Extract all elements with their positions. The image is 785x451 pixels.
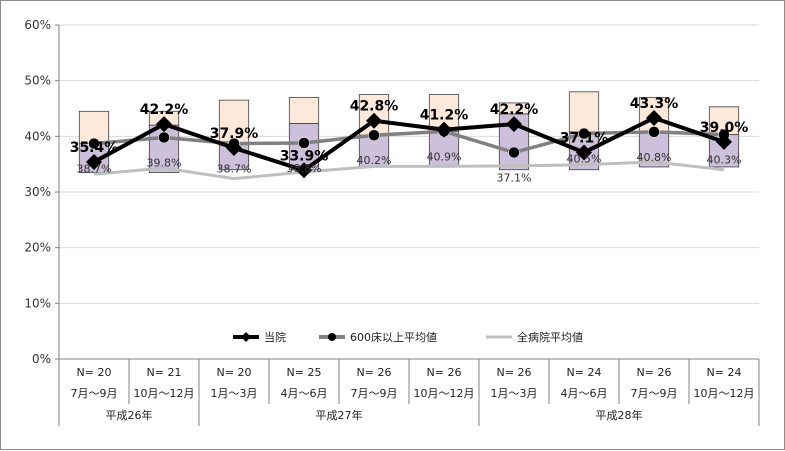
- x-category-period: 1月～3月: [491, 387, 538, 400]
- series-line-2: [93, 160, 725, 181]
- x-category-n: N= 26: [427, 366, 462, 379]
- x-category-period: 4月～6月: [281, 387, 328, 400]
- series-line-1: [93, 129, 725, 155]
- x-category-n: N= 26: [357, 366, 392, 379]
- data-point-tooin: [576, 144, 592, 161]
- data-point-600: [648, 126, 660, 138]
- range-box-upper: [288, 96, 320, 124]
- x-category-period: 7月～9月: [351, 387, 398, 400]
- data-label-tooin: 42.2%: [140, 102, 189, 118]
- x-year-label: 平成28年: [596, 408, 643, 422]
- data-point-tooin: [86, 153, 102, 170]
- data-label-tooin: 42.2%: [490, 102, 539, 118]
- legend-label-0: 当院: [264, 330, 286, 344]
- data-label-600: 38.8%: [287, 162, 322, 175]
- x-category-period: 10月～12月: [414, 387, 475, 400]
- range-box-upper: [568, 91, 600, 133]
- data-point-600: [158, 131, 170, 144]
- data-label-tooin: 42.8%: [350, 99, 399, 115]
- data-point-600: [508, 146, 520, 159]
- x-category-n: N= 20: [77, 366, 112, 379]
- data-point-tooin: [156, 116, 172, 133]
- data-point-600: [368, 129, 380, 141]
- series-line-0: [93, 115, 725, 173]
- legend-marker-circle: [328, 333, 336, 341]
- data-label-600: 40.8%: [637, 151, 672, 164]
- data-label-tooin: 37.9%: [210, 126, 259, 142]
- data-label-600: 40.9%: [427, 150, 462, 163]
- data-point-tooin: [506, 116, 522, 133]
- y-tick-label: 10%: [24, 296, 51, 310]
- x-category-period: 10月～12月: [694, 387, 755, 400]
- data-label-tooin: 37.1%: [560, 130, 609, 146]
- data-labels: 35.4% 38.7% 42.2% 39.8% 37.9% 38.7% 33.9%38.8%…: [70, 96, 749, 185]
- data-label-600: 40.3%: [707, 154, 742, 167]
- data-point-tooin: [436, 121, 452, 138]
- data-label-tooin: 41.2%: [420, 108, 469, 124]
- legend: 当院 600床以上平均値 全病院平均値: [233, 330, 583, 344]
- data-label-600: 37.1%: [497, 171, 532, 184]
- x-category-period: 7月～9月: [631, 387, 678, 400]
- data-point-tooin: [646, 109, 662, 126]
- data-point-tooin: [296, 162, 312, 179]
- y-tick-label: 40%: [24, 129, 51, 143]
- series-lines: [86, 109, 732, 181]
- data-label-600: 38.7%: [217, 163, 252, 176]
- data-label-tooin: 33.9%: [280, 148, 329, 164]
- y-tick-label: 50%: [24, 74, 51, 88]
- x-category-n: N= 24: [567, 366, 602, 379]
- x-category-period: 10月～12月: [134, 387, 195, 400]
- x-category-n: N= 26: [497, 366, 532, 379]
- data-point-tooin: [366, 112, 382, 129]
- range-box-upper: [218, 99, 250, 144]
- data-label-tooin: 35.4%: [70, 140, 119, 156]
- gridlines: [59, 24, 759, 360]
- data-label-tooin: 43.3%: [630, 96, 679, 112]
- data-point-600: [88, 137, 100, 150]
- x-axis: 平成26年 平成27年 平成28年 N= 20 7月～9月 N= 21 10月～12月 N= …: [58, 358, 760, 426]
- data-point-tooin: [716, 133, 732, 150]
- y-tick-label: 60%: [24, 18, 51, 32]
- x-category-n: N= 25: [287, 366, 322, 379]
- x-category-period: 1月～3月: [211, 387, 258, 400]
- legend-label-1: 600床以上平均値: [350, 330, 437, 344]
- x-year-label: 平成27年: [316, 408, 363, 422]
- x-category-period: 4月～6月: [561, 387, 608, 400]
- data-label-600: 40.5%: [567, 153, 602, 166]
- data-label-tooin: 39.0%: [700, 120, 749, 136]
- x-category-n: N= 21: [147, 366, 182, 379]
- x-category-n: N= 24: [707, 366, 742, 379]
- data-label-600: 40.2%: [357, 154, 392, 167]
- x-year-label: 平成26年: [106, 408, 153, 422]
- data-point-600: [298, 137, 310, 149]
- data-point-tooin: [226, 140, 242, 157]
- legend-marker-diamond: [241, 332, 251, 342]
- y-tick-label: 20%: [24, 241, 51, 255]
- x-category-n: N= 26: [637, 366, 672, 379]
- x-category-n: N= 20: [217, 366, 252, 379]
- y-tick-label: 30%: [24, 185, 51, 199]
- data-label-600: 39.8%: [147, 156, 182, 169]
- data-point-600: [578, 127, 590, 140]
- legend-label-2: 全病院平均値: [517, 330, 583, 344]
- y-tick-label: 0%: [32, 352, 51, 366]
- data-label-600: 38.7%: [77, 163, 112, 176]
- x-category-period: 7月～9月: [71, 387, 118, 400]
- y-axis: 0% 10% 20% 30% 40% 50% 60%: [24, 18, 60, 366]
